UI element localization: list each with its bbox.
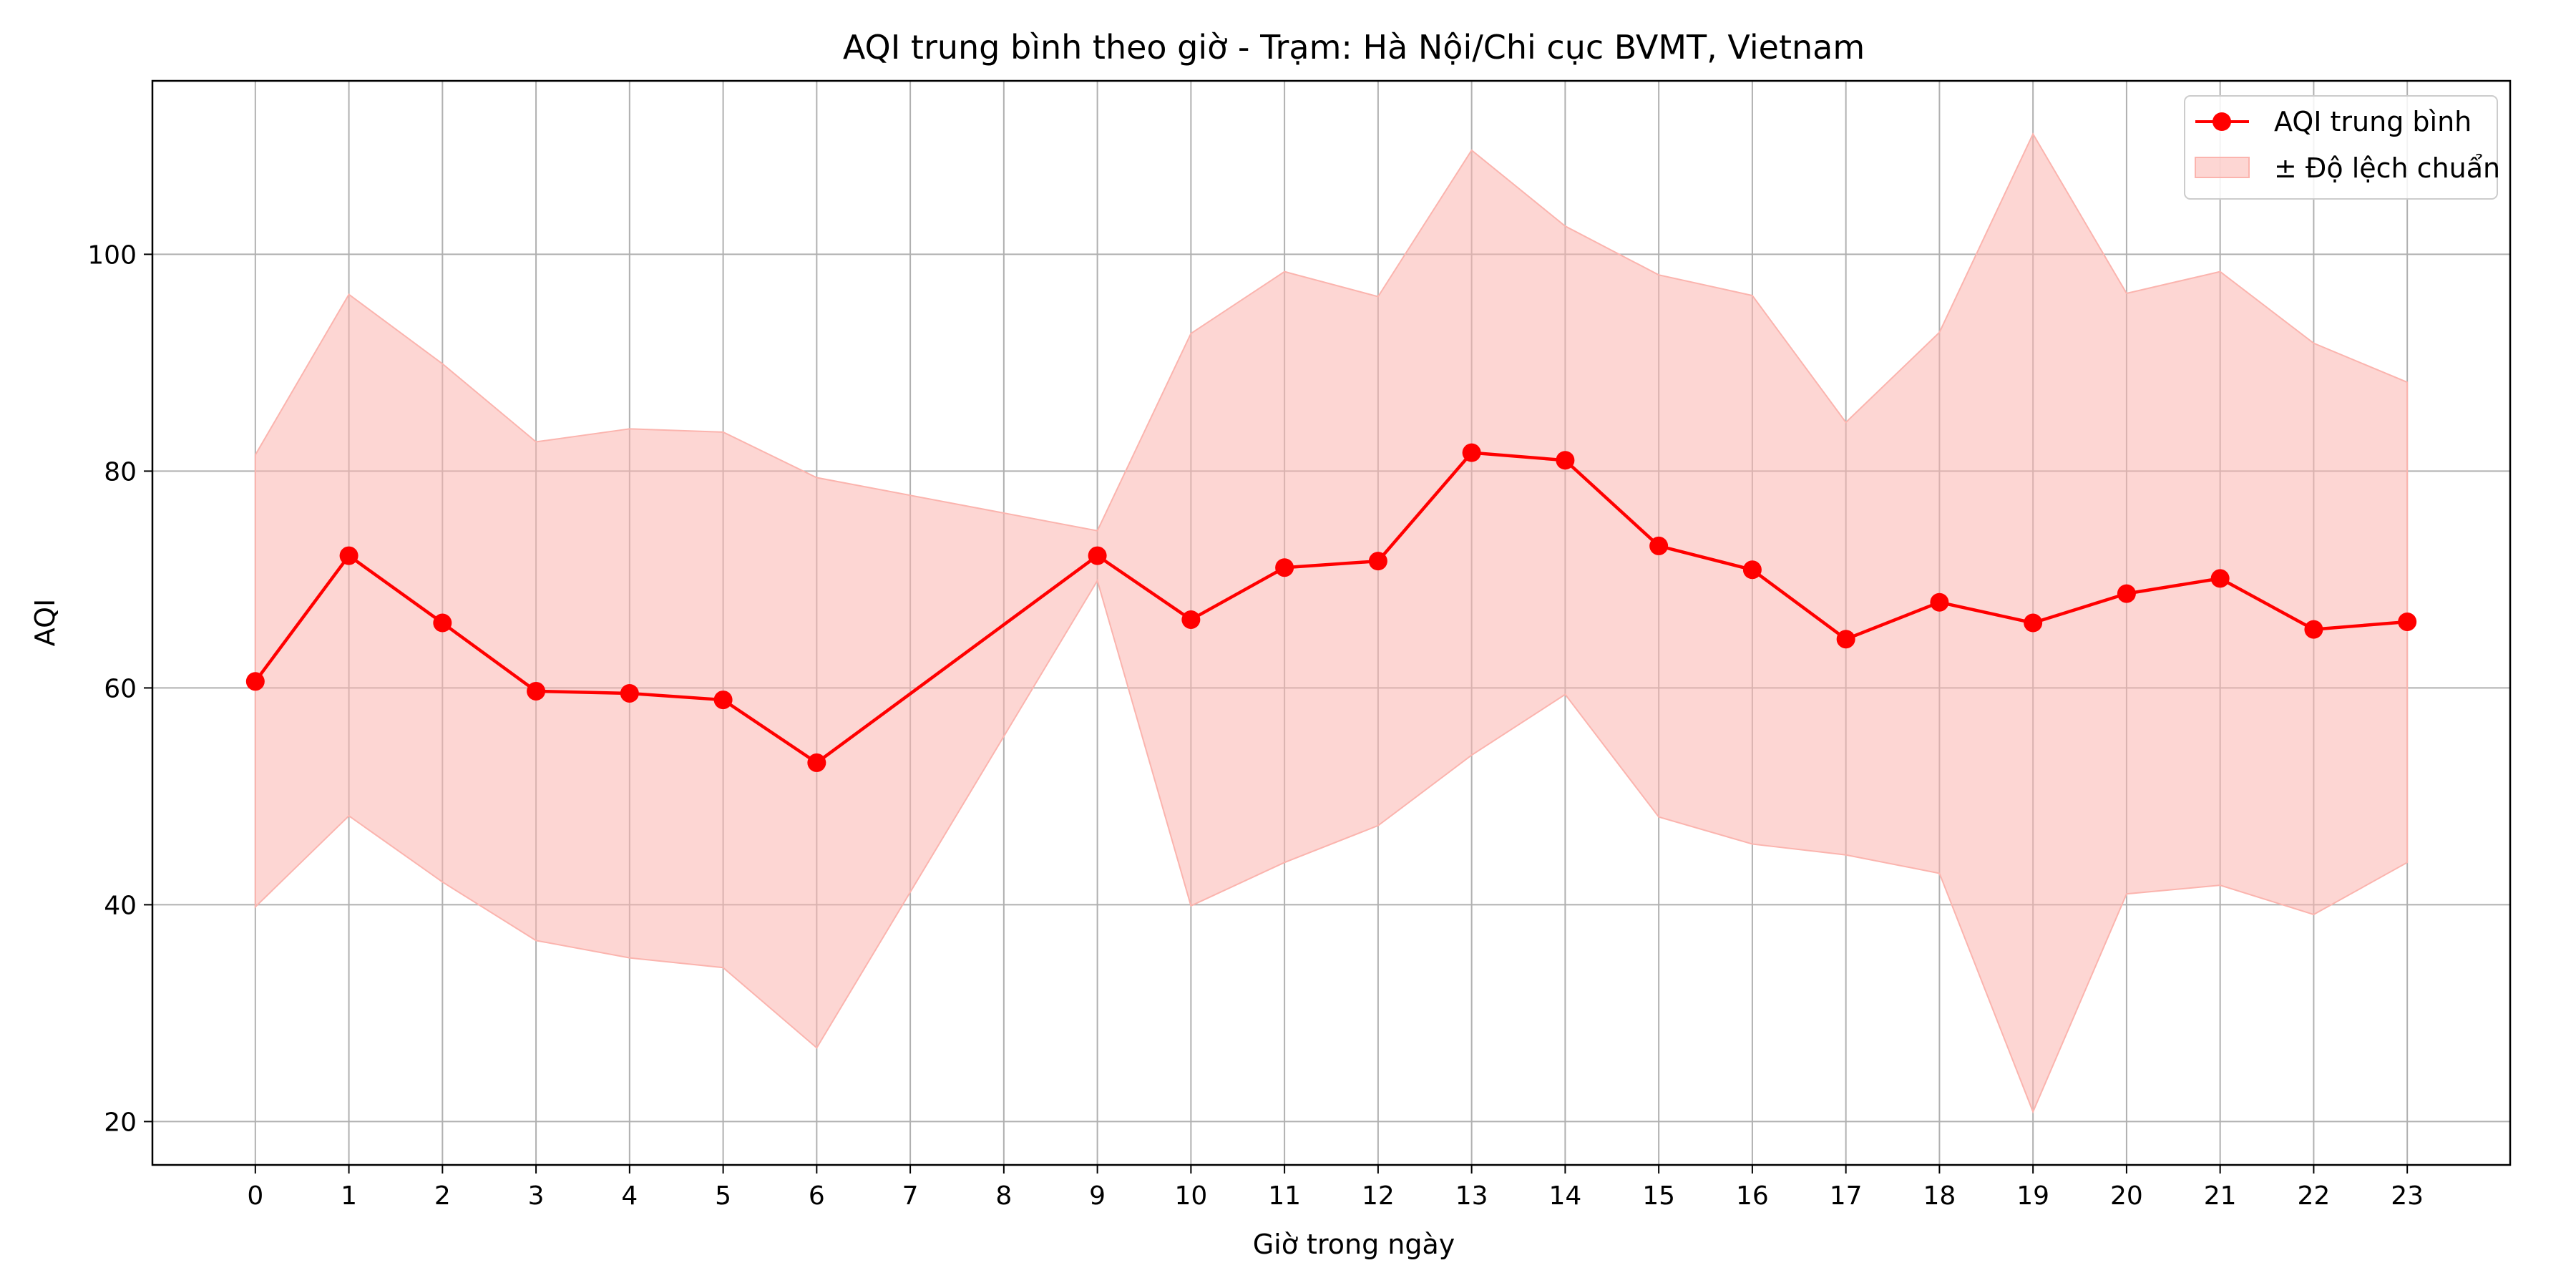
mean-point [2210,569,2230,588]
mean-point [2117,584,2136,603]
y-axis-label: AQI [29,599,61,646]
y-tick-label: 20 [104,1108,137,1137]
chart-title: AQI trung bình theo giờ - Trạm: Hà Nội/C… [843,28,1865,67]
x-tick-label: 19 [2016,1181,2049,1211]
mean-point [245,672,265,691]
legend-label-std: ± Độ lệch chuẩn [2274,152,2500,184]
mean-point [1462,443,1481,462]
mean-point [433,613,452,633]
x-tick-label: 18 [1923,1181,1956,1211]
y-tick-label: 40 [104,891,137,920]
mean-point [807,753,826,772]
x-tick-label: 2 [434,1181,451,1211]
legend-marker-swatch [2212,112,2231,131]
x-tick-label: 5 [715,1181,731,1211]
mean-point [1275,558,1294,577]
plot-frame [151,79,2512,1166]
mean-point [1930,592,1949,612]
x-tick-label: 22 [2298,1181,2331,1211]
x-tick-label: 17 [1830,1181,1863,1211]
x-tick-label: 12 [1362,1181,1395,1211]
y-tick-label: 100 [87,240,137,270]
std-band-area [254,132,2409,1114]
mean-point [339,546,358,565]
legend-band-swatch [2195,157,2250,178]
x-tick-label: 14 [1548,1181,1581,1211]
x-tick-label: 8 [995,1181,1012,1211]
mean-point [2024,613,2043,633]
x-tick-label: 10 [1174,1181,1207,1211]
x-tick-label: 6 [809,1181,825,1211]
x-tick-label: 1 [341,1181,357,1211]
mean-point [1556,451,1575,470]
y-tick-label: 60 [104,674,137,703]
y-tick-label: 80 [104,457,137,487]
mean-point [1088,546,1107,565]
x-tick-label: 16 [1736,1181,1769,1211]
x-tick-label: 21 [2204,1181,2237,1211]
mean-point [1181,610,1201,629]
legend: AQI trung bình ± Độ lệch chuẩn [2184,95,2500,200]
legend-label-mean: AQI trung bình [2274,106,2472,137]
x-tick-label: 13 [1455,1181,1488,1211]
mean-point [2304,620,2323,639]
mean-point [620,683,639,703]
mean-point [2398,612,2417,631]
std-band [254,132,2409,1114]
x-tick-label: 0 [247,1181,263,1211]
x-tick-label: 7 [902,1181,919,1211]
mean-series [245,443,2417,772]
x-tick-label: 3 [528,1181,545,1211]
mean-point [1649,536,1669,555]
x-tick-label: 20 [2110,1181,2143,1211]
x-ticks: 0 1 2 3 4 5 6 7 8 9 10 11 12 13 14 15 16 17 18 19 20 21 22 23 [247,1165,2424,1211]
x-tick-label: 23 [2391,1181,2424,1211]
mean-point [1368,552,1387,571]
x-tick-label: 15 [1642,1181,1675,1211]
x-axis-label: Giờ trong ngày [1253,1229,1455,1260]
mean-point [1742,560,1762,580]
mean-line [254,451,2408,765]
x-tick-label: 9 [1089,1181,1106,1211]
x-tick-label: 4 [621,1181,638,1211]
x-tick-label: 11 [1268,1181,1301,1211]
mean-point [713,691,733,710]
y-ticks: 20 40 60 80 100 [87,240,152,1137]
legend-box [2184,95,2498,200]
mean-point [1836,630,1855,649]
mean-point [527,681,546,701]
